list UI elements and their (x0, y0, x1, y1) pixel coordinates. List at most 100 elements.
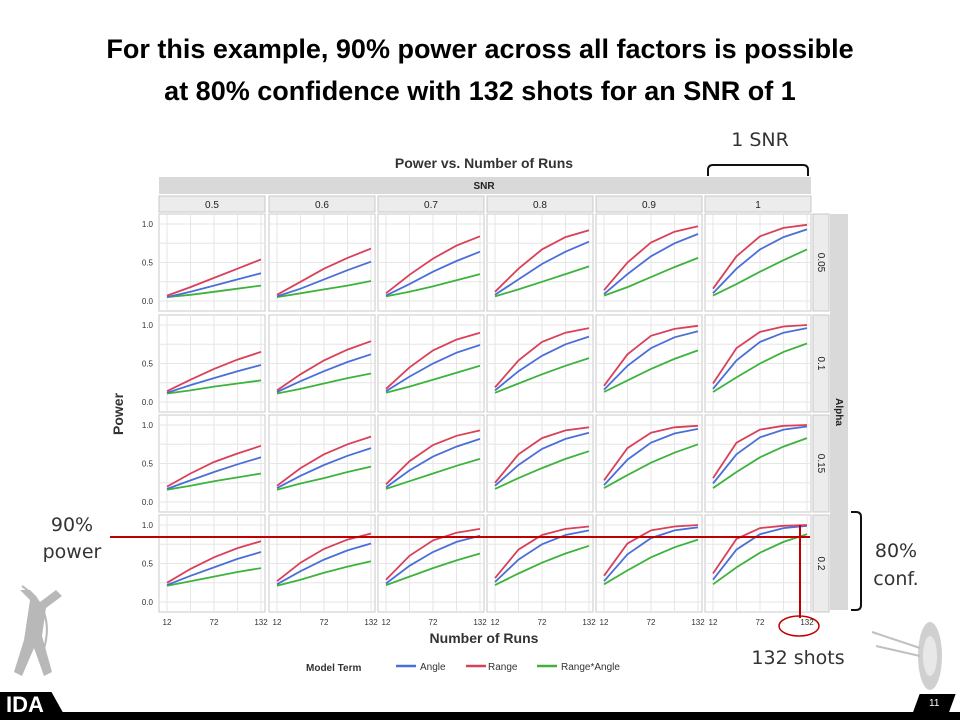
series-line (385, 438, 481, 489)
x-tick-label: 12 (382, 618, 391, 627)
snr-strip-label: 0.7 (424, 200, 438, 211)
series-line (166, 540, 262, 584)
y-tick-label: 1.0 (142, 321, 154, 330)
series-line (385, 528, 481, 581)
y-tick-label: 0.5 (142, 259, 154, 268)
slide-title-line1: For this example, 90% power across all f… (106, 34, 854, 64)
series-line (494, 240, 590, 296)
legend-label: Range*Angle (561, 662, 620, 673)
series-line (166, 284, 262, 298)
series-line (712, 437, 808, 489)
series-line (385, 273, 481, 298)
series-line (494, 327, 590, 388)
page-number: 11 (912, 694, 956, 714)
series-line (494, 525, 590, 579)
power-annotation-line2: power (42, 541, 102, 563)
alpha-strip (812, 213, 830, 312)
x-tick-label: 132 (364, 618, 378, 627)
series-line (494, 529, 590, 583)
series-line (494, 265, 590, 298)
arrow-icon (871, 631, 921, 649)
series-line (712, 533, 808, 586)
snr-facet-label: SNR (473, 181, 495, 192)
series-line (603, 324, 699, 387)
arrow-icon (875, 645, 921, 657)
bow-icon (21, 585, 48, 661)
series-line (166, 567, 262, 587)
snr-strip-label: 1 (755, 200, 761, 211)
series-line (494, 426, 590, 484)
series-line (712, 228, 808, 294)
snr-strip (704, 195, 812, 213)
legend-title: Model Term (306, 663, 361, 674)
series-line (712, 524, 808, 575)
shots-annotation: 132 shots (751, 647, 845, 669)
power-annotation-line1: 90% (50, 514, 94, 536)
alpha-strip-label: 0.05 (815, 253, 826, 273)
series-line (603, 330, 699, 391)
series-line (494, 544, 590, 586)
series-line (494, 229, 590, 293)
series-line (166, 272, 262, 298)
y-tick-label: 0.5 (142, 360, 154, 369)
x-tick-label: 12 (163, 618, 172, 627)
series-line (603, 225, 699, 291)
alpha-strip-label: 0.1 (815, 357, 826, 371)
alpha-strip (812, 314, 830, 413)
series-line (385, 344, 481, 392)
x-tick-label: 132 (254, 618, 268, 627)
y-tick-label: 1.0 (142, 421, 154, 430)
x-tick-label: 12 (273, 618, 282, 627)
series-line (276, 353, 372, 393)
power-annotation: 90% power (22, 512, 122, 566)
x-tick-label: 12 (600, 618, 609, 627)
series-line (385, 331, 481, 390)
y-tick-label: 0.0 (142, 598, 154, 607)
snr-strip-label: 0.9 (642, 200, 656, 211)
series-line (603, 428, 699, 486)
y-tick-label: 1.0 (142, 521, 154, 530)
series-line (712, 424, 808, 479)
series-line (603, 233, 699, 295)
snr-strip (158, 195, 266, 213)
series-line (166, 472, 262, 491)
series-line (385, 364, 481, 394)
y-tick-label: 0.5 (142, 460, 154, 469)
x-tick-label: 132 (473, 618, 487, 627)
snr-strip-label: 0.5 (205, 200, 219, 211)
snr-strip-label: 0.6 (315, 200, 329, 211)
alpha-strip-label: 0.2 (815, 557, 826, 571)
series-line (603, 538, 699, 586)
series-line (166, 351, 262, 393)
slide-title: For this example, 90% power across all f… (0, 28, 960, 112)
series-line (603, 526, 699, 582)
archer-icon (14, 590, 62, 676)
snr-strip-label: 0.8 (533, 200, 547, 211)
series-line (603, 443, 699, 489)
series-line (276, 465, 372, 491)
confidence-annotation: 80% conf. (846, 537, 946, 593)
series-line (494, 335, 590, 392)
series-line (712, 324, 808, 384)
x-tick-label: 12 (709, 618, 718, 627)
y-tick-label: 0.0 (142, 398, 154, 407)
y-axis-label: Power (110, 392, 126, 435)
series-line (603, 257, 699, 297)
series-line (276, 435, 372, 487)
series-line (712, 425, 808, 485)
series-line (494, 357, 590, 394)
series-line (712, 327, 808, 390)
series-line (385, 552, 481, 586)
series-line (712, 248, 808, 297)
legend-label: Angle (420, 662, 446, 673)
legend-label: Range (488, 662, 518, 673)
series-line (166, 258, 262, 297)
snr-strip (486, 195, 594, 213)
page-number-text: 11 (928, 698, 940, 709)
series-line (276, 280, 372, 298)
series-line (276, 542, 372, 586)
runs-132-highlight (778, 615, 820, 637)
x-tick-label: 72 (320, 618, 329, 627)
x-tick-label: 72 (429, 618, 438, 627)
